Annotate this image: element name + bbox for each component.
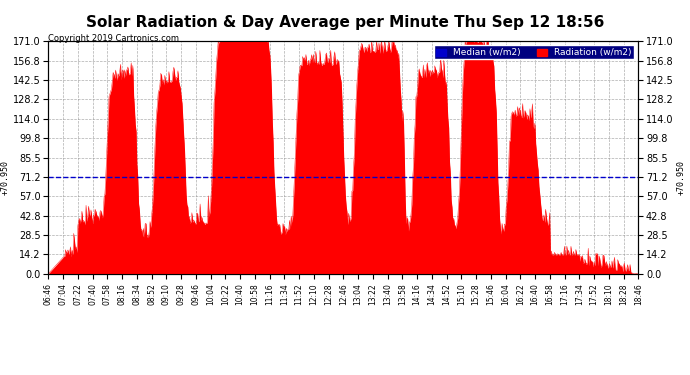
Legend: Median (w/m2), Radiation (w/m2): Median (w/m2), Radiation (w/m2) [434,45,634,59]
Text: +70.950: +70.950 [677,160,686,195]
Text: Solar Radiation & Day Average per Minute Thu Sep 12 18:56: Solar Radiation & Day Average per Minute… [86,15,604,30]
Text: Copyright 2019 Cartronics.com: Copyright 2019 Cartronics.com [48,34,179,43]
Text: +70.950: +70.950 [1,160,10,195]
